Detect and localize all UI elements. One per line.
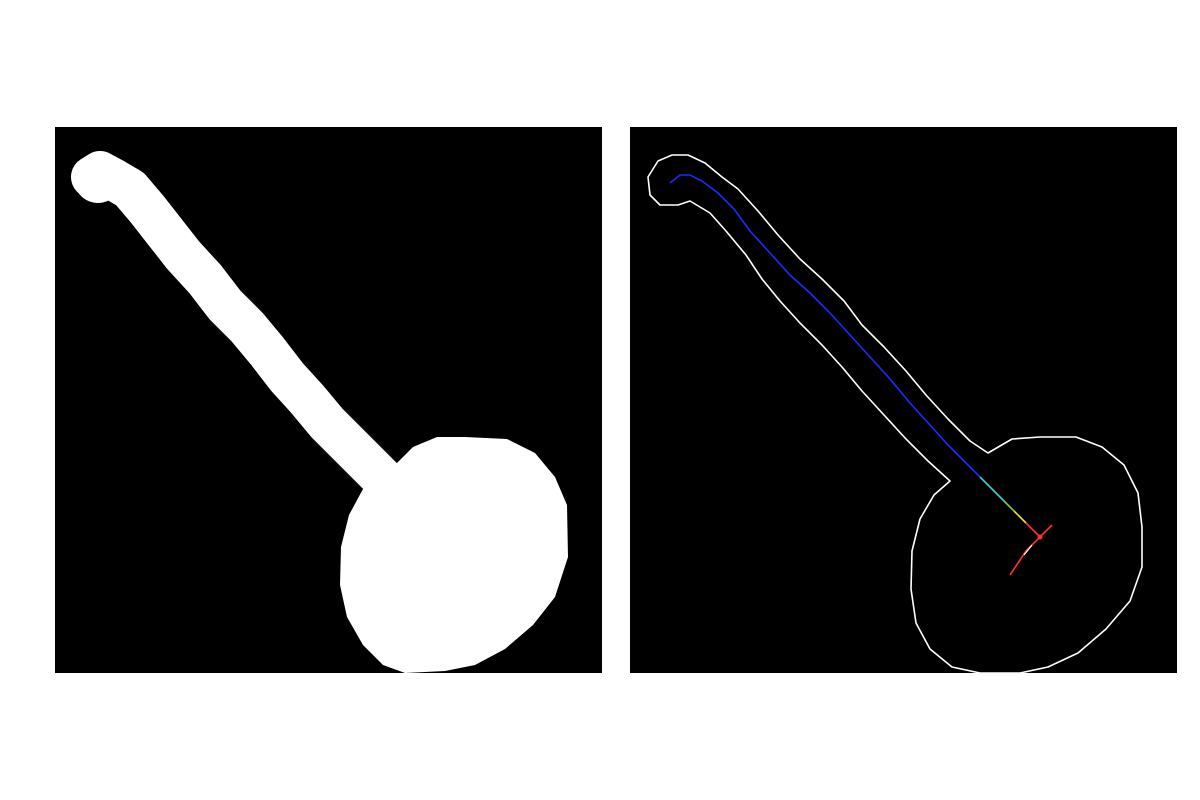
skeleton-red-branch-down xyxy=(1009,536,1041,576)
skeleton-white-spur xyxy=(1023,544,1033,556)
binary-mask-panel xyxy=(55,127,602,673)
skeleton-yellow-segment xyxy=(1013,510,1027,524)
skeleton-junction-point xyxy=(1037,534,1043,540)
binary-mask-image xyxy=(55,127,602,673)
mask-handle-tip xyxy=(74,155,122,203)
mask-handle xyxy=(71,151,428,526)
skeleton-cyan-segment xyxy=(979,476,1005,502)
contour-skeleton-panel xyxy=(630,127,1177,673)
shape-contour xyxy=(647,154,1143,673)
skeleton-main-axis xyxy=(669,174,981,478)
mask-bowl xyxy=(340,437,568,673)
contour-skeleton-image xyxy=(630,127,1177,673)
skeleton-green-segment xyxy=(1003,500,1015,512)
